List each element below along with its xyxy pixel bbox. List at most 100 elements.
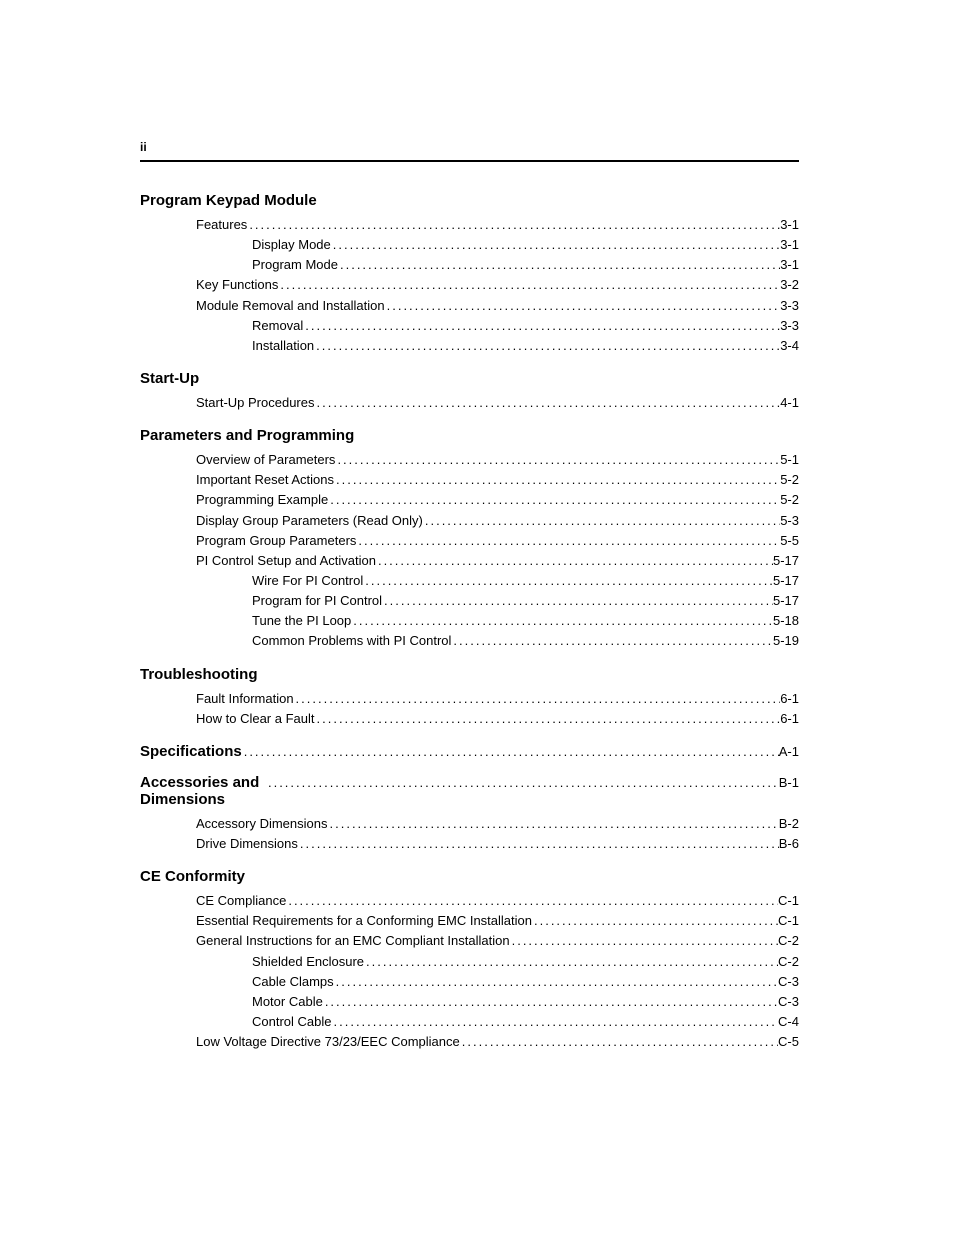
- toc-page: 3-2: [780, 275, 799, 295]
- toc-label: Display Group Parameters (Read Only): [196, 511, 423, 531]
- toc-row: Common Problems with PI Control.........…: [252, 631, 799, 651]
- toc-row: Low Voltage Directive 73/23/EEC Complian…: [196, 1032, 799, 1052]
- toc-row: Motor Cable.............................…: [252, 992, 799, 1012]
- toc-label: Program for PI Control: [252, 591, 382, 611]
- toc-label: Shielded Enclosure: [252, 952, 364, 972]
- toc-dots: ........................................…: [328, 814, 779, 834]
- section-heading: Specifications: [140, 743, 242, 760]
- toc-row: Display Mode............................…: [252, 235, 799, 255]
- toc-row: Program for PI Control..................…: [252, 591, 799, 611]
- toc-page: 3-3: [780, 296, 799, 316]
- toc-label: Features: [196, 215, 247, 235]
- toc-page: 3-3: [780, 316, 799, 336]
- toc-dots: ........................................…: [532, 911, 778, 931]
- toc-label: Cable Clamps: [252, 972, 334, 992]
- toc-page: C-2: [778, 931, 799, 951]
- toc-label: Accessory Dimensions: [196, 814, 328, 834]
- toc-page: 5-17: [773, 591, 799, 611]
- toc-label: Overview of Parameters: [196, 450, 335, 470]
- toc-dots: ........................................…: [266, 775, 779, 790]
- toc-dots: ........................................…: [423, 511, 780, 531]
- toc-page: B-6: [779, 834, 799, 854]
- toc-row: Essential Requirements for a Conforming …: [196, 911, 799, 931]
- toc-dots: ........................................…: [460, 1032, 778, 1052]
- toc-dots: ........................................…: [315, 393, 781, 413]
- toc-dots: ........................................…: [278, 275, 780, 295]
- toc-dots: ........................................…: [328, 490, 780, 510]
- toc-dots: ........................................…: [376, 551, 773, 571]
- toc-page: 3-4: [780, 336, 799, 356]
- toc-dots: ........................................…: [334, 972, 778, 992]
- toc-dots: ........................................…: [335, 450, 780, 470]
- toc-page: C-1: [778, 911, 799, 931]
- toc-dots: ........................................…: [363, 571, 773, 591]
- toc-row: Wire For PI Control.....................…: [252, 571, 799, 591]
- toc-page: 3-1: [780, 255, 799, 275]
- toc-label: Key Functions: [196, 275, 278, 295]
- toc-dots: ........................................…: [294, 689, 781, 709]
- toc-dots: ........................................…: [314, 336, 780, 356]
- toc-page: 5-1: [780, 450, 799, 470]
- toc-page: C-5: [778, 1032, 799, 1052]
- toc-page: 5-18: [773, 611, 799, 631]
- toc-row: General Instructions for an EMC Complian…: [196, 931, 799, 951]
- toc-page: 6-1: [780, 709, 799, 729]
- section-heading-row: Specifications..........................…: [140, 743, 799, 760]
- toc-dots: ........................................…: [385, 296, 781, 316]
- header-rule: [140, 160, 799, 162]
- page-container: ii Program Keypad ModuleFeatures........…: [0, 0, 954, 1052]
- toc-page: C-2: [778, 952, 799, 972]
- toc-label: PI Control Setup and Activation: [196, 551, 376, 571]
- toc-label: Module Removal and Installation: [196, 296, 385, 316]
- toc-row: Fault Information.......................…: [196, 689, 799, 709]
- toc-row: Tune the PI Loop........................…: [252, 611, 799, 631]
- toc-label: Tune the PI Loop: [252, 611, 351, 631]
- toc-page: 3-1: [780, 215, 799, 235]
- toc-row: Drive Dimensions........................…: [196, 834, 799, 854]
- toc-row: Programming Example.....................…: [196, 490, 799, 510]
- section-heading: Start-Up: [140, 370, 799, 387]
- toc-dots: ........................................…: [510, 931, 778, 951]
- toc-dots: ........................................…: [331, 235, 780, 255]
- toc-dots: ........................................…: [451, 631, 773, 651]
- toc-row: Removal.................................…: [252, 316, 799, 336]
- toc-page: 3-1: [780, 235, 799, 255]
- toc-page: C-3: [778, 972, 799, 992]
- toc-row: Overview of Parameters..................…: [196, 450, 799, 470]
- toc-label: Start-Up Procedures: [196, 393, 315, 413]
- toc-row: Important Reset Actions.................…: [196, 470, 799, 490]
- toc-page: B-1: [779, 775, 799, 790]
- toc-dots: ........................................…: [338, 255, 780, 275]
- toc-label: Program Mode: [252, 255, 338, 275]
- toc-label: Programming Example: [196, 490, 328, 510]
- toc-page: C-4: [778, 1012, 799, 1032]
- toc-page: 4-1: [780, 393, 799, 413]
- toc-row: Key Functions...........................…: [196, 275, 799, 295]
- toc-row: How to Clear a Fault....................…: [196, 709, 799, 729]
- toc-page: 6-1: [780, 689, 799, 709]
- toc-label: Drive Dimensions: [196, 834, 298, 854]
- toc-dots: ........................................…: [364, 952, 778, 972]
- toc-page: 5-2: [780, 470, 799, 490]
- toc-page: C-3: [778, 992, 799, 1012]
- toc-label: Removal: [252, 316, 303, 336]
- toc-label: Fault Information: [196, 689, 294, 709]
- toc-dots: ........................................…: [323, 992, 778, 1012]
- toc-page: A-1: [779, 744, 799, 759]
- toc-page: 5-5: [780, 531, 799, 551]
- toc-page: 5-3: [780, 511, 799, 531]
- toc-label: CE Compliance: [196, 891, 286, 911]
- toc-row: Accessory Dimensions....................…: [196, 814, 799, 834]
- toc-row: Shielded Enclosure......................…: [252, 952, 799, 972]
- toc-dots: ........................................…: [332, 1012, 779, 1032]
- section-heading: Parameters and Programming: [140, 427, 799, 444]
- toc-row: Program Mode............................…: [252, 255, 799, 275]
- toc-label: Display Mode: [252, 235, 331, 255]
- section-heading: Accessories and Dimensions: [140, 774, 266, 808]
- toc-label: Essential Requirements for a Conforming …: [196, 911, 532, 931]
- section-heading: Program Keypad Module: [140, 192, 799, 209]
- toc-label: Important Reset Actions: [196, 470, 334, 490]
- toc-label: Control Cable: [252, 1012, 332, 1032]
- toc-row: Features................................…: [196, 215, 799, 235]
- toc-label: General Instructions for an EMC Complian…: [196, 931, 510, 951]
